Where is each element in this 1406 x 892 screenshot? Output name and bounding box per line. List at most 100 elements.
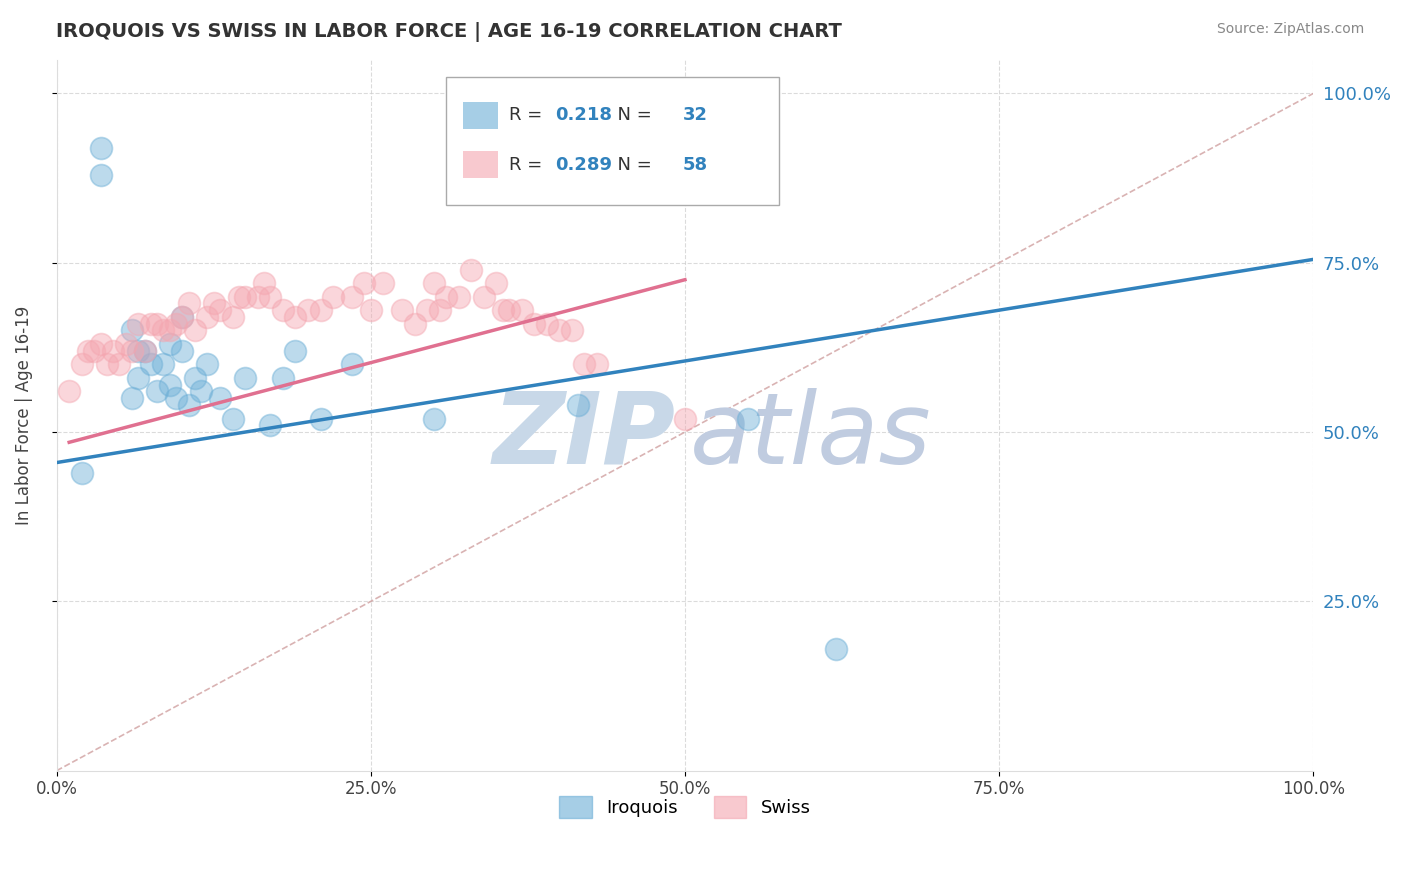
Point — [159, 337, 181, 351]
Point — [96, 357, 118, 371]
Y-axis label: In Labor Force | Age 16-19: In Labor Force | Age 16-19 — [15, 306, 32, 524]
Text: 0.289: 0.289 — [555, 156, 613, 174]
Point — [139, 357, 162, 371]
Point — [422, 411, 444, 425]
Point — [434, 290, 457, 304]
Point — [177, 398, 200, 412]
Point — [246, 290, 269, 304]
Text: 58: 58 — [682, 156, 707, 174]
FancyBboxPatch shape — [446, 78, 779, 205]
Text: R =: R = — [509, 156, 548, 174]
Point — [498, 303, 520, 318]
Point — [172, 310, 194, 324]
Text: atlas: atlas — [690, 388, 931, 485]
Point — [360, 303, 382, 318]
Point — [127, 317, 149, 331]
Point — [197, 310, 219, 324]
Point — [586, 357, 609, 371]
Point — [152, 324, 174, 338]
Point — [416, 303, 439, 318]
Text: Source: ZipAtlas.com: Source: ZipAtlas.com — [1216, 22, 1364, 37]
Point — [284, 310, 307, 324]
Point — [172, 343, 194, 358]
Point — [177, 296, 200, 310]
Point — [197, 357, 219, 371]
Point — [548, 324, 571, 338]
Point — [309, 411, 332, 425]
Point — [221, 310, 243, 324]
Point — [253, 276, 276, 290]
Point — [172, 310, 194, 324]
Point — [536, 317, 558, 331]
Point — [340, 290, 363, 304]
Point — [121, 391, 143, 405]
Point — [90, 337, 112, 351]
Point — [824, 641, 846, 656]
Point — [391, 303, 413, 318]
Point — [673, 411, 696, 425]
Point — [152, 357, 174, 371]
Text: N =: N = — [606, 106, 657, 124]
Point — [510, 303, 533, 318]
Point — [134, 343, 156, 358]
Point — [146, 384, 169, 399]
Point — [114, 337, 136, 351]
Point — [108, 357, 131, 371]
Point — [127, 343, 149, 358]
Point — [297, 303, 319, 318]
Point — [165, 317, 187, 331]
Legend: Iroquois, Swiss: Iroquois, Swiss — [553, 789, 818, 826]
Point — [447, 290, 470, 304]
Text: N =: N = — [606, 156, 657, 174]
Point — [146, 317, 169, 331]
Point — [233, 290, 256, 304]
Point — [259, 418, 281, 433]
Text: R =: R = — [509, 106, 548, 124]
FancyBboxPatch shape — [463, 102, 498, 128]
Point — [422, 276, 444, 290]
Point — [90, 141, 112, 155]
Point — [472, 290, 495, 304]
Text: 0.218: 0.218 — [555, 106, 613, 124]
Point — [77, 343, 100, 358]
Point — [121, 324, 143, 338]
Point — [208, 303, 231, 318]
Point — [353, 276, 375, 290]
Point — [322, 290, 344, 304]
Point — [221, 411, 243, 425]
Point — [184, 324, 207, 338]
Point — [159, 377, 181, 392]
Point — [271, 371, 294, 385]
Point — [492, 303, 515, 318]
Point — [737, 411, 759, 425]
Point — [284, 343, 307, 358]
Point — [121, 343, 143, 358]
Point — [574, 357, 596, 371]
Point — [309, 303, 332, 318]
Point — [460, 262, 482, 277]
Point — [485, 276, 508, 290]
Point — [373, 276, 395, 290]
Point — [90, 168, 112, 182]
Point — [159, 324, 181, 338]
Point — [561, 324, 583, 338]
Point — [271, 303, 294, 318]
Point — [233, 371, 256, 385]
Point — [208, 391, 231, 405]
Point — [134, 343, 156, 358]
Point — [127, 371, 149, 385]
Point — [165, 391, 187, 405]
Point — [523, 317, 546, 331]
Text: IROQUOIS VS SWISS IN LABOR FORCE | AGE 16-19 CORRELATION CHART: IROQUOIS VS SWISS IN LABOR FORCE | AGE 1… — [56, 22, 842, 42]
Point — [202, 296, 225, 310]
Point — [58, 384, 80, 399]
Point — [101, 343, 124, 358]
Point — [83, 343, 105, 358]
Point — [429, 303, 451, 318]
Point — [184, 371, 207, 385]
Point — [567, 398, 589, 412]
FancyBboxPatch shape — [463, 152, 498, 178]
Point — [70, 466, 93, 480]
Point — [259, 290, 281, 304]
Point — [139, 317, 162, 331]
